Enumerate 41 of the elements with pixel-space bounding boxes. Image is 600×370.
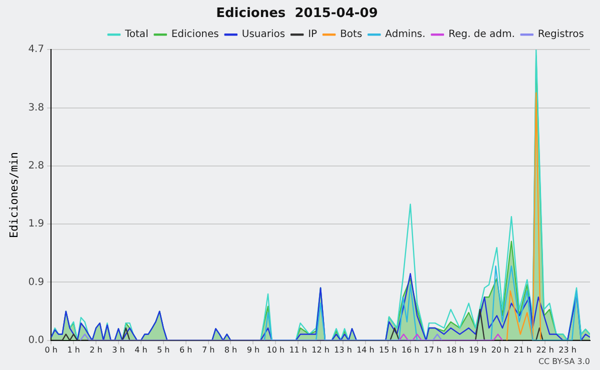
- legend-label: Registros: [538, 29, 584, 40]
- x-tick-label: 1 h: [67, 345, 80, 354]
- legend-label: Total: [124, 29, 148, 40]
- y-tick-label: 2.8: [28, 160, 44, 172]
- x-tick-label: 18 h: [446, 345, 464, 354]
- x-tick-label: 21 h: [514, 345, 532, 354]
- x-tick-label: 10 h: [266, 345, 285, 354]
- x-tick-label: 13 h: [334, 345, 352, 354]
- y-axis-title: Ediciones/min: [7, 152, 20, 238]
- legend-label: Ediciones: [171, 29, 219, 40]
- x-tick-label: 5 h: [157, 345, 170, 354]
- x-tick-label: 14 h: [356, 345, 374, 354]
- x-tick-label: 3 h: [112, 345, 125, 354]
- x-tick-label: 16 h: [401, 345, 420, 354]
- text: CC BY-SA 3.0: [538, 357, 590, 366]
- legend-label: Bots: [340, 29, 362, 40]
- chart-title: Ediciones 2015-04-09: [216, 6, 378, 22]
- x-tick-label: 15 h: [379, 345, 397, 354]
- x-tick-label: 17 h: [424, 345, 442, 354]
- x-tick-label: 22 h: [536, 345, 554, 354]
- legend-label: Usuarios: [242, 29, 286, 40]
- x-tick-label: 9 h: [246, 345, 260, 354]
- x-tick-label: 7 h: [202, 345, 215, 354]
- x-tick-label: 23 h: [558, 345, 576, 354]
- y-tick-label: 0.0: [28, 334, 44, 346]
- y-tick-label: 0.9: [28, 276, 44, 288]
- legend-label: Reg. de adm.: [448, 29, 515, 40]
- x-tick-label: 8 h: [224, 345, 238, 354]
- x-tick-label: 4 h: [134, 345, 148, 354]
- legend-label: Admins.: [385, 29, 426, 40]
- x-tick-label: 0 h: [44, 345, 58, 354]
- legend-label: IP: [308, 29, 318, 40]
- y-tick-label: 1.9: [28, 218, 44, 230]
- y-tick-label: 3.8: [28, 102, 44, 114]
- x-tick-label: 11 h: [289, 345, 307, 354]
- x-tick-label: 2 h: [90, 345, 102, 354]
- x-tick-label: 20 h: [491, 345, 510, 354]
- x-tick-label: 12 h: [312, 345, 330, 354]
- y-tick-label: 4.7: [28, 44, 44, 56]
- x-tick-label: 19 h: [468, 345, 487, 354]
- x-tick-label: 6 h: [179, 345, 192, 354]
